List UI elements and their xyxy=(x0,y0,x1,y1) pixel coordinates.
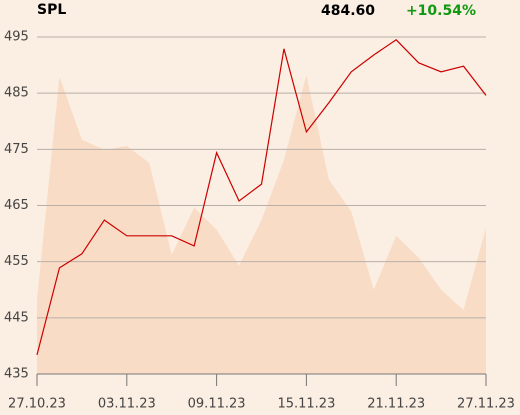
y-tick-label: 495 xyxy=(4,30,29,45)
x-tick-label: 27.11.23 xyxy=(457,397,515,412)
line xyxy=(36,39,487,356)
y-tick-label: 475 xyxy=(4,142,29,157)
x-tick-label: 15.11.23 xyxy=(277,397,335,412)
price: 484.60 xyxy=(321,3,375,19)
x-tick-label: 27.10.23 xyxy=(8,397,66,412)
y-tick-label: 455 xyxy=(4,254,29,269)
area xyxy=(37,75,486,375)
x-tick-label: 09.11.23 xyxy=(188,397,246,412)
y-tick-label: 435 xyxy=(4,367,29,382)
x-tick-label: 03.11.23 xyxy=(98,397,156,412)
y-tick-label: 445 xyxy=(4,310,29,325)
x-tick-label: 21.11.23 xyxy=(367,397,425,412)
change: +10.54% xyxy=(406,3,476,19)
y-tick-label: 485 xyxy=(4,86,29,101)
chart-title: SPL xyxy=(37,2,66,18)
y-tick-label: 465 xyxy=(4,198,29,213)
